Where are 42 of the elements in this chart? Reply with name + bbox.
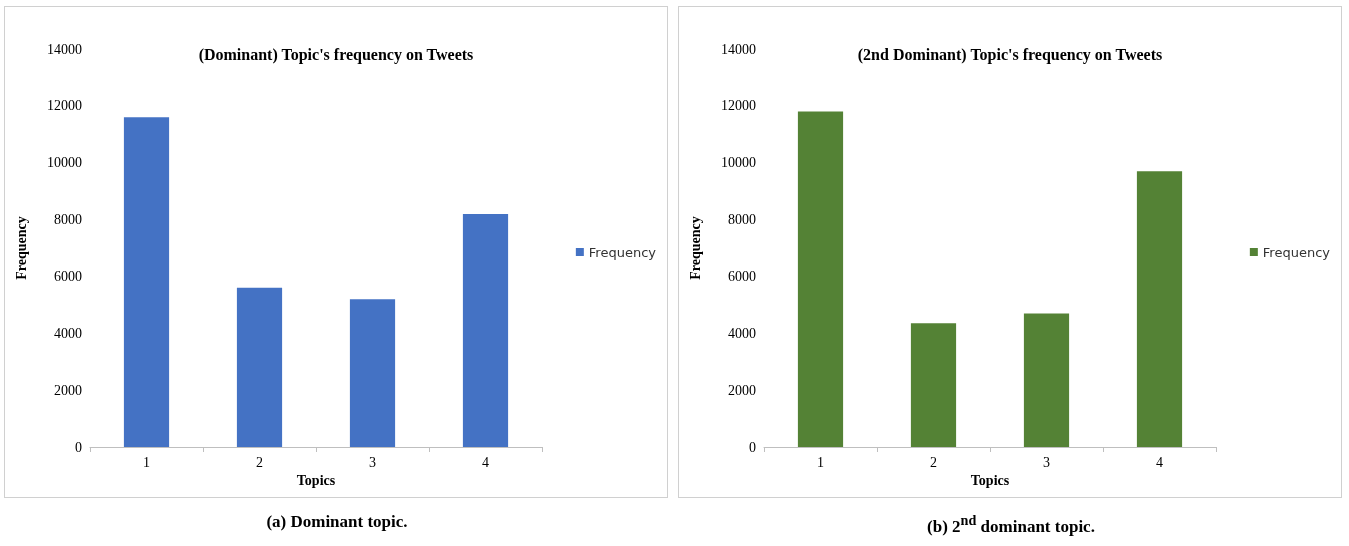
y-tick-label: 10000 (47, 155, 82, 171)
legend-label: Frequency (1262, 244, 1331, 260)
y-axis-title: Frequency (687, 216, 703, 280)
x-tick-label: 3 (1043, 454, 1050, 470)
x-tick-label: 4 (1156, 454, 1163, 470)
bar (123, 117, 170, 447)
bar (462, 213, 509, 447)
bar (1023, 313, 1070, 447)
y-tick-label: 8000 (54, 212, 82, 228)
x-tick-label: 3 (369, 454, 376, 470)
y-tick-label: 14000 (721, 41, 756, 57)
text: (b) 2$^{nd}$ dominant topic. (926, 512, 1096, 537)
y-tick-label: 2000 (728, 382, 756, 398)
x-axis-title: Topics (296, 473, 336, 489)
y-tick-label: 14000 (47, 41, 82, 57)
y-tick-label: 10000 (721, 155, 756, 171)
x-tick-label: 1 (143, 454, 150, 470)
x-tick-label: 2 (930, 454, 937, 470)
y-tick-label: 6000 (54, 268, 82, 284)
bar (1136, 171, 1183, 447)
chart-title: (Dominant) Topic's frequency on Tweets (198, 45, 474, 64)
y-tick-label: 4000 (54, 325, 82, 341)
y-tick-label: 0 (749, 439, 756, 455)
y-tick-label: 12000 (47, 98, 82, 114)
chart-title: (2nd Dominant) Topic's frequency on Tweets (857, 45, 1163, 64)
x-axis-title: Topics (970, 473, 1010, 489)
legend-label: Frequency (588, 244, 657, 260)
y-axis-title: Frequency (13, 216, 29, 280)
text: (a) Dominant topic. (265, 512, 409, 532)
y-tick-label: 0 (75, 439, 82, 455)
bar (236, 287, 283, 447)
bar (797, 111, 844, 447)
y-tick-label: 4000 (728, 325, 756, 341)
y-tick-label: 2000 (54, 382, 82, 398)
y-tick-label: 6000 (728, 268, 756, 284)
bar (349, 299, 396, 447)
x-tick-label: 4 (482, 454, 489, 470)
bar (910, 323, 957, 447)
y-tick-label: 8000 (728, 212, 756, 228)
x-tick-label: 1 (817, 454, 824, 470)
y-tick-label: 12000 (721, 98, 756, 114)
x-tick-label: 2 (256, 454, 263, 470)
